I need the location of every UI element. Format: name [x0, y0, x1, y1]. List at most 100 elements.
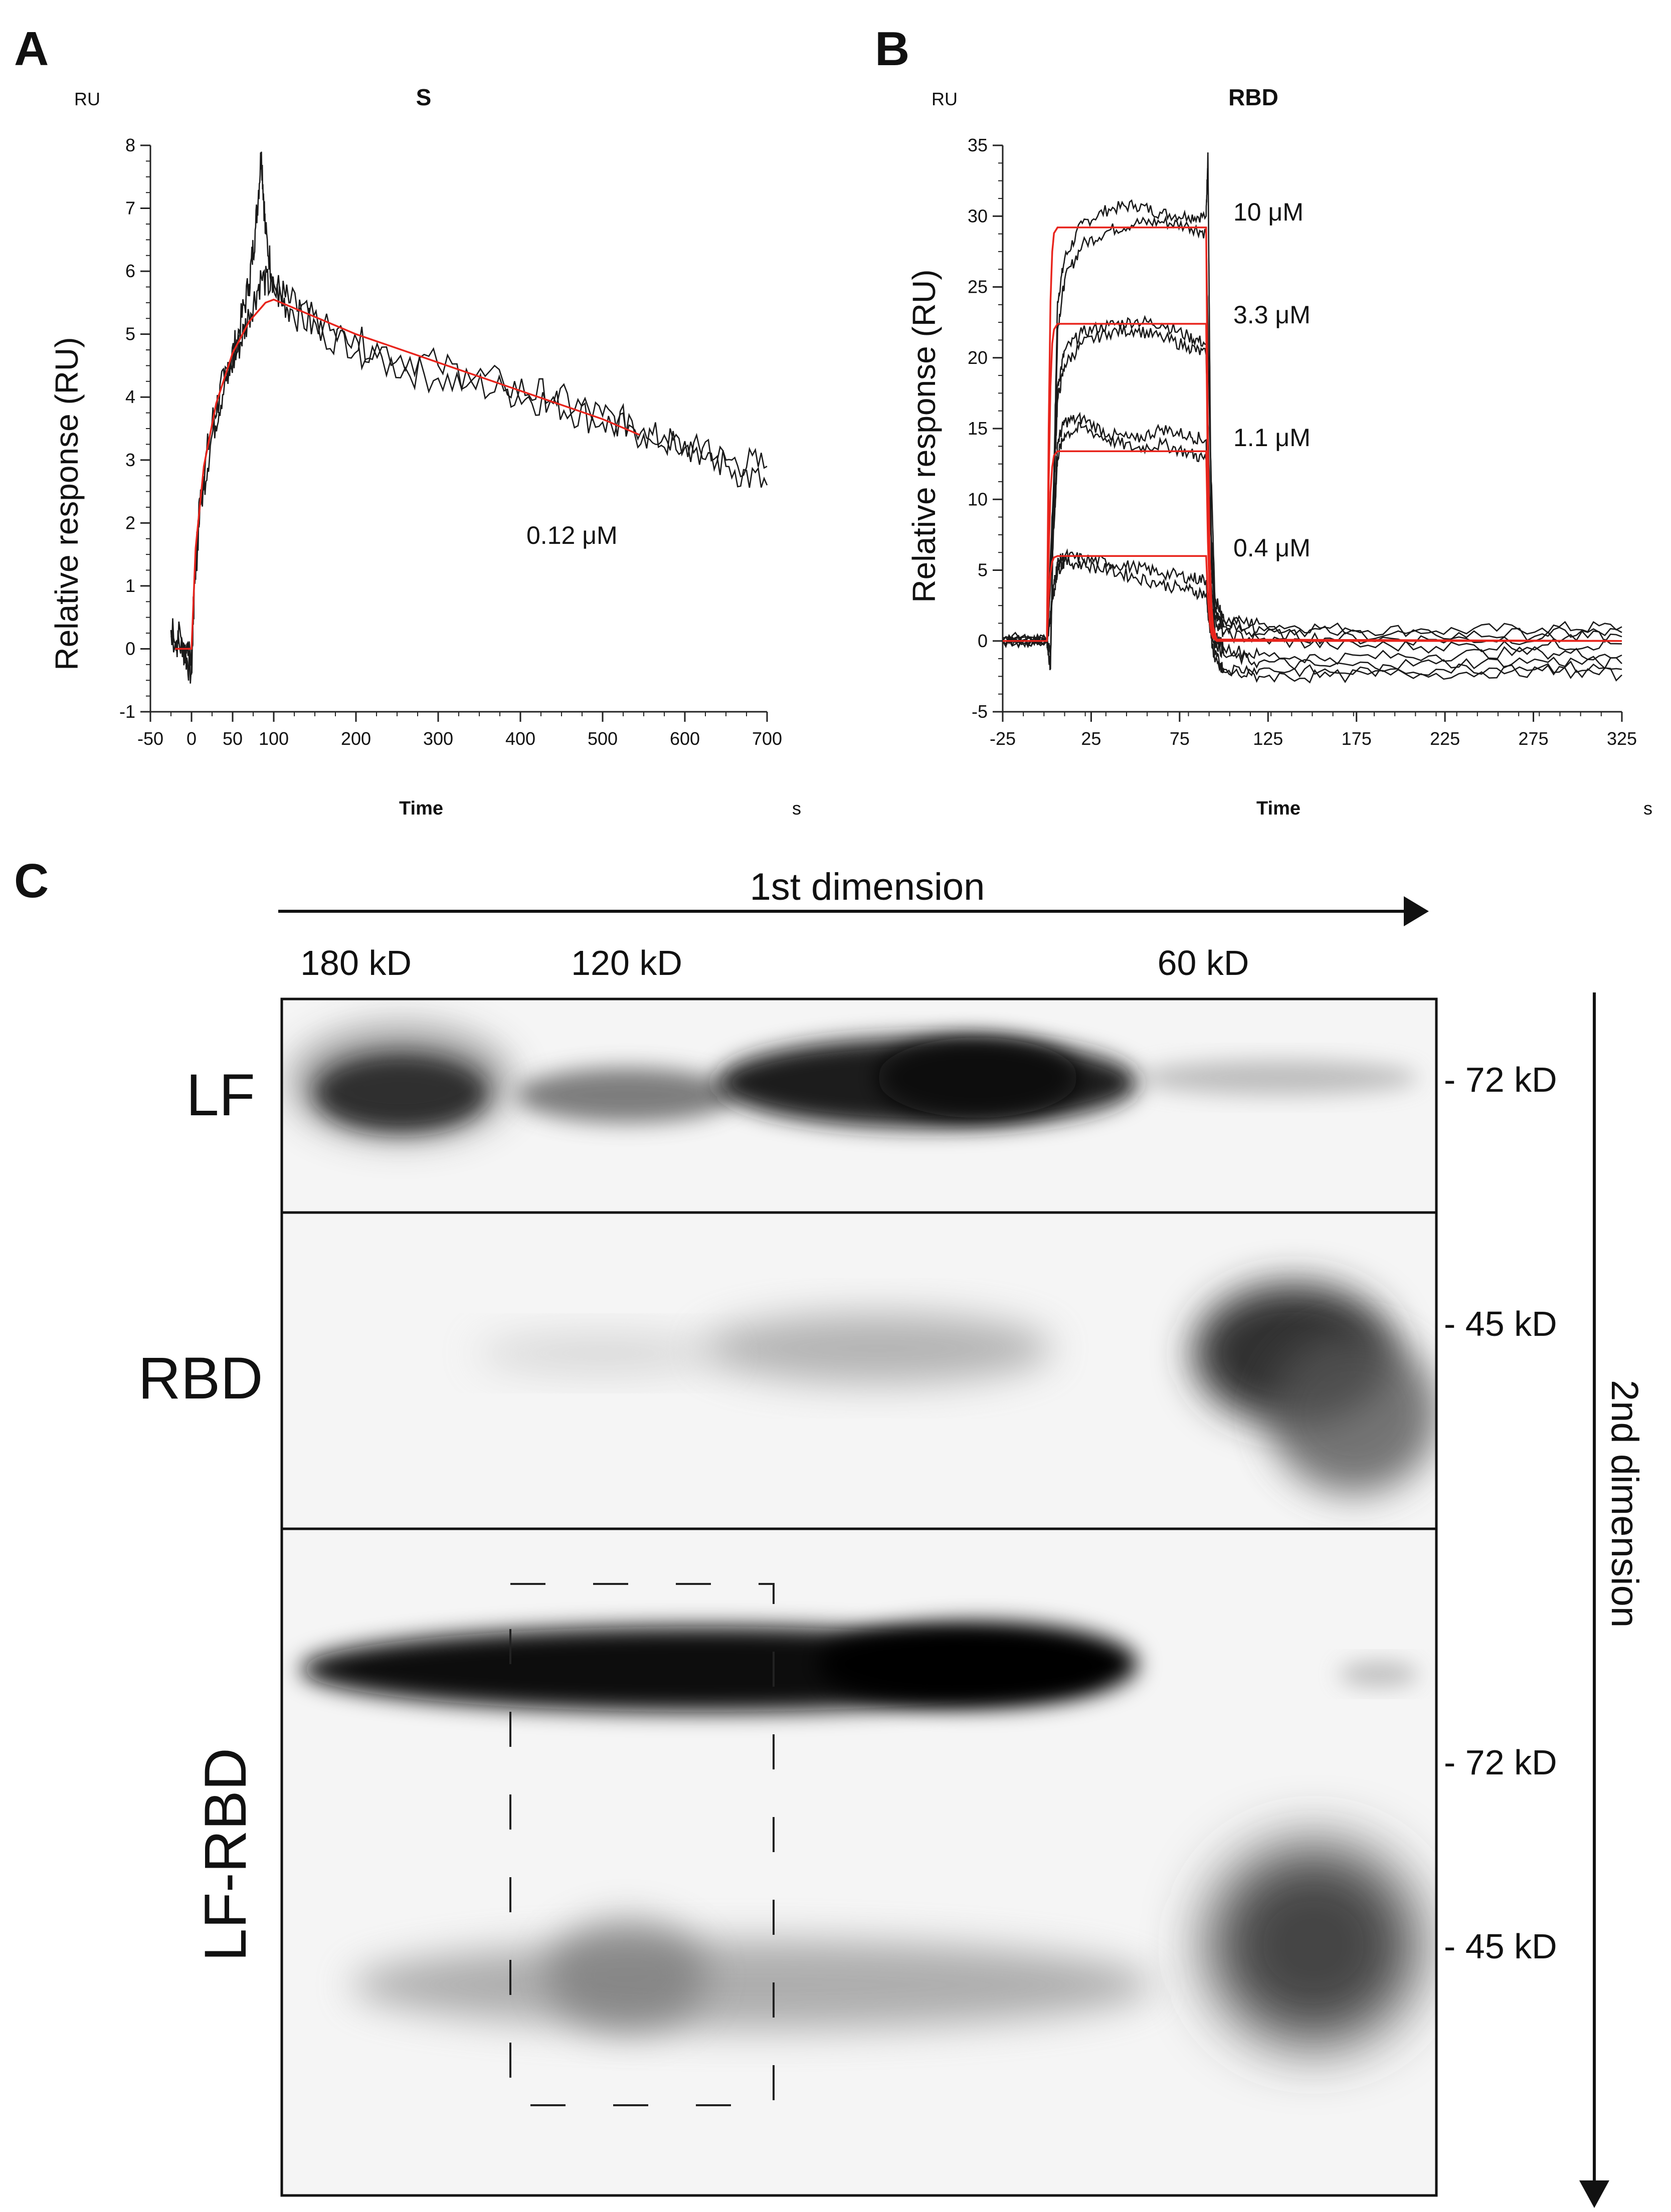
panel-a-y-tick-label: 8 — [125, 135, 135, 155]
lf-band-core — [877, 1038, 1078, 1118]
panel-b-y-tick-label: 15 — [968, 418, 988, 439]
panel-b-x-tick-label: 125 — [1253, 728, 1283, 749]
panel-b-y-tick-label: 25 — [968, 277, 988, 297]
panel-b-x-tick-label: 225 — [1430, 728, 1460, 749]
panel-a-x-label: Time — [399, 798, 443, 819]
gel-row-lf-bands — [291, 1028, 1419, 1138]
panel-b-series-10-m-b — [1002, 215, 1622, 657]
panel-letter-a: A — [14, 22, 49, 76]
rbd-band-tail — [1268, 1333, 1436, 1494]
panel-b-x-tick-label: -25 — [990, 728, 1016, 749]
panel-b-series-fit-1-1-m — [1003, 450, 1622, 642]
panel-b-x-tick-label: 325 — [1607, 728, 1637, 749]
marker-lf-72kd: - 72 kD — [1444, 1060, 1557, 1099]
lfrbd-band-45kd-spot — [546, 1920, 707, 2030]
lf-band-180kd-halo — [291, 1028, 511, 1138]
panel-b-x-tick-label: 25 — [1081, 728, 1101, 749]
rbd-band-diffuse — [702, 1313, 1053, 1383]
panel-b-y-tick-label: 35 — [968, 135, 988, 155]
panel-b-x-label: Time — [1256, 798, 1301, 819]
marker-lfrbd-45kd: - 45 kD — [1444, 1927, 1557, 1966]
panel-b-annotation-3-3uM: 3.3 μM — [1233, 301, 1311, 329]
first-dimension-arrow-head — [1404, 896, 1429, 926]
second-dimension-arrow-head — [1579, 2180, 1609, 2208]
panel-a-series-sensorgram-1 — [170, 151, 768, 684]
panel-b-annotation-1-1uM: 1.1 μM — [1233, 424, 1311, 452]
panel-b-series-0-4-m-b — [1002, 555, 1622, 684]
panel-b-y-tick-label: -5 — [972, 701, 988, 722]
panel-a-x-tick-label: 50 — [223, 728, 243, 749]
panel-a-y-unit: RU — [74, 89, 100, 109]
panel-b: B RU RBD Relative response (RU) Time s -… — [875, 22, 1652, 819]
panel-a: A RU S Relative response (RU) Time s -50… — [14, 22, 801, 819]
panel-a-series-fit — [175, 298, 640, 650]
panel-a-y-tick-label: 3 — [125, 450, 135, 470]
panel-b-series-fit-3-3-m — [1003, 323, 1622, 642]
rbd-band-faint — [476, 1333, 727, 1373]
gel-frame — [280, 997, 1438, 2197]
panel-b-y-tick-label: 30 — [968, 206, 988, 226]
panel-c: C 1st dimension 180 kD 120 kD 60 kD — [14, 854, 1646, 2208]
lf-band-60kd — [1138, 1060, 1419, 1095]
panel-a-y-label: Relative response (RU) — [49, 337, 85, 670]
marker-120kd: 120 kD — [571, 943, 682, 982]
panel-a-x-tick-label: 0 — [187, 728, 197, 749]
panel-b-y-tick-label: 10 — [968, 489, 988, 509]
panel-b-x-tick-label: 175 — [1342, 728, 1372, 749]
lfrbd-band-faint-right — [1339, 1662, 1419, 1687]
panel-b-series-3-3-m-b — [1002, 325, 1622, 654]
panel-b-title: RBD — [1228, 84, 1278, 110]
marker-180kd: 180 kD — [300, 943, 412, 982]
panel-a-x-tick-label: -50 — [137, 728, 163, 749]
lfrbd-band-45kd — [351, 1940, 1153, 2030]
panel-b-x-tick-label: 275 — [1519, 728, 1549, 749]
panel-b-series-3-3-m-a — [1002, 315, 1622, 649]
panel-a-series-sensorgram-2 — [170, 266, 768, 666]
marker-lfrbd-72kd: - 72 kD — [1444, 1743, 1557, 1782]
panel-b-series-fit-0-4-m — [1003, 555, 1622, 642]
lfrbd-band-72kd-core — [817, 1622, 1138, 1707]
panel-a-y-tick-label: 0 — [125, 638, 135, 659]
panel-b-y-tick-label: 0 — [978, 631, 988, 651]
gel-row-rbd-bands — [476, 1283, 1436, 1494]
first-dimension-label: 1st dimension — [750, 866, 985, 908]
panel-b-x-tick-label: 75 — [1170, 728, 1190, 749]
panel-a-x-tick-label: 500 — [588, 728, 618, 749]
panel-a-x-tick-label: 400 — [505, 728, 535, 749]
second-dimension-label: 2nd dimension — [1603, 1380, 1646, 1628]
dashed-selection-box — [509, 1583, 775, 2106]
panel-a-y-tick-label: 1 — [125, 575, 135, 596]
marker-60kd: 60 kD — [1158, 943, 1249, 982]
panel-a-annotation-conc: 0.12 μM — [526, 521, 618, 549]
panel-a-x-tick-label: 600 — [670, 728, 700, 749]
panel-b-series-1-1-m-a — [1002, 412, 1622, 665]
panel-a-title: S — [416, 84, 432, 110]
panel-b-annotation-0-4uM: 0.4 μM — [1233, 534, 1311, 562]
panel-a-x-tick-label: 200 — [341, 728, 371, 749]
panel-letter-b: B — [875, 22, 909, 76]
panel-b-plot: -25 25 75 125 175 225 275 325 -5 0 5 10 15 20 25 30 35 — [968, 135, 1637, 749]
marker-rbd-45kd: - 45 kD — [1444, 1304, 1557, 1343]
panel-letter-c: C — [14, 854, 49, 908]
row-label-lf-rbd: LF-RBD — [193, 1748, 259, 1961]
panel-b-y-label: Relative response (RU) — [906, 269, 942, 602]
panel-b-y-unit: RU — [932, 89, 958, 109]
panel-a-y-tick-label: 5 — [125, 324, 135, 344]
row-label-lf: LF — [186, 1062, 255, 1128]
panel-a-y-tick-label: 4 — [125, 386, 135, 407]
panel-b-x-unit: s — [1643, 798, 1652, 819]
gel-row-lf-rbd-bands — [301, 1622, 1419, 2045]
panel-a-x-tick-label: 100 — [259, 728, 289, 749]
row-label-rbd: RBD — [138, 1345, 263, 1412]
panel-a-plot: -50 0 50 100 200 300 400 500 600 700 -1 0 1 2 3 4 5 6 7 8 — [119, 135, 782, 749]
panel-a-x-tick-label: 300 — [423, 728, 453, 749]
panel-a-x-unit: s — [792, 798, 801, 819]
panel-b-y-tick-label: 5 — [978, 560, 988, 580]
panel-b-annotation-10uM: 10 μM — [1233, 198, 1304, 226]
panel-a-y-tick-label: -1 — [119, 701, 135, 722]
panel-b-series-10-m-a — [1002, 152, 1622, 670]
panel-a-x-tick-label: 700 — [752, 728, 782, 749]
panel-b-series-0-4-m-a — [1002, 548, 1622, 678]
lfrbd-band-60kd — [1208, 1845, 1419, 2045]
